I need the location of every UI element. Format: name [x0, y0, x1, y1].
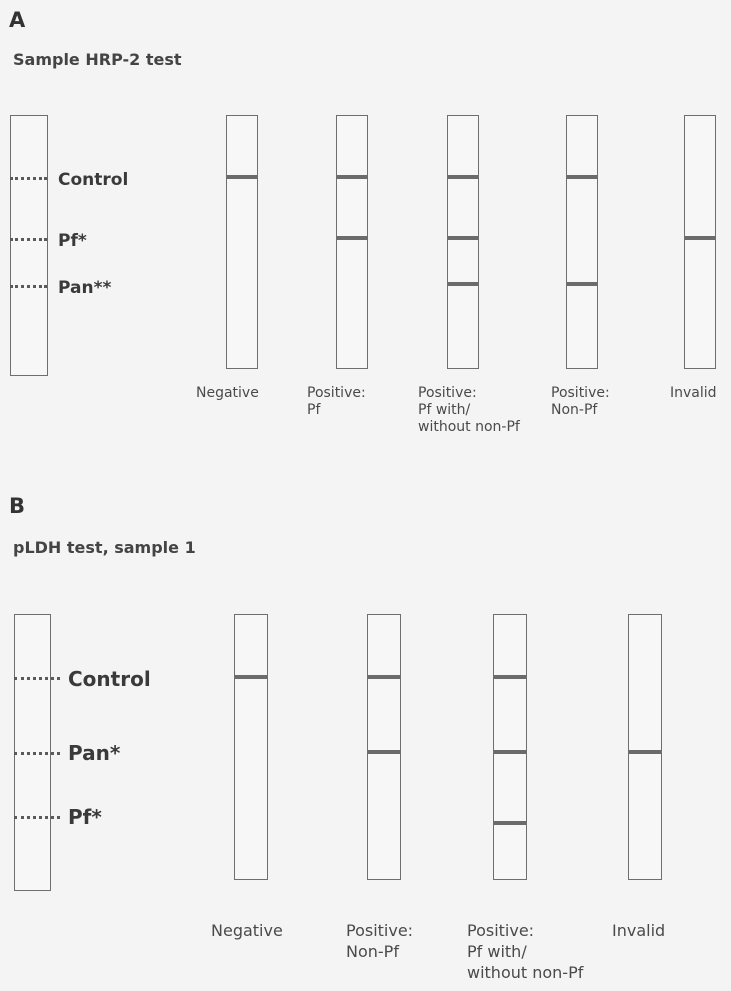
- key-line-label: Pf*: [68, 805, 102, 829]
- key-line-label: Pf*: [58, 231, 87, 251]
- dotted-marker: [10, 177, 47, 180]
- band-pan: [567, 282, 597, 286]
- key-line-label: Pan*: [68, 741, 121, 765]
- key-line-label: Control: [68, 667, 151, 691]
- dotted-marker: [14, 816, 60, 819]
- test-strip: [367, 614, 401, 880]
- test-strip: [336, 115, 368, 369]
- band-pan: [448, 282, 478, 286]
- result-caption: Positive: Non-Pf: [346, 921, 414, 961]
- band-control: [235, 675, 267, 679]
- test-strip: [493, 614, 527, 880]
- band-pan: [494, 750, 526, 754]
- band-control: [227, 175, 257, 179]
- dotted-marker: [14, 752, 60, 755]
- result-caption: Negative: [196, 385, 259, 401]
- panel-title: pLDH test, sample 1: [13, 538, 196, 557]
- test-strip: [684, 115, 716, 369]
- key-line-label: Pan**: [58, 278, 112, 298]
- band-control: [567, 175, 597, 179]
- panel-a: A Sample HRP-2 test Control Pf* Pan** Ne…: [0, 0, 731, 470]
- key-line-label: Control: [58, 170, 129, 190]
- band-control: [494, 675, 526, 679]
- band-control: [448, 175, 478, 179]
- band-control: [368, 675, 400, 679]
- result-caption: Invalid: [612, 921, 666, 940]
- band-pf: [337, 236, 367, 240]
- result-caption: Positive: Pf with/ without non-Pf: [418, 385, 520, 435]
- result-caption: Negative: [211, 921, 283, 940]
- band-pan: [368, 750, 400, 754]
- band-pf: [494, 821, 526, 825]
- panel-b: B pLDH test, sample 1 Control Pan* Pf* N…: [0, 478, 731, 991]
- panel-letter: B: [9, 494, 26, 518]
- dotted-marker: [14, 677, 60, 680]
- key-strip: [10, 115, 48, 376]
- panel-letter: A: [9, 8, 26, 32]
- band-pf: [448, 236, 478, 240]
- dotted-marker: [10, 285, 47, 288]
- test-strip: [447, 115, 479, 369]
- result-caption: Positive: Pf with/ without non-Pf: [467, 921, 584, 982]
- band-pan: [629, 750, 661, 754]
- panel-title: Sample HRP-2 test: [13, 50, 182, 69]
- result-caption: Invalid: [670, 385, 717, 401]
- band-pf: [685, 236, 715, 240]
- result-caption: Positive: Non-Pf: [551, 385, 610, 418]
- test-strip: [234, 614, 268, 880]
- test-strip: [628, 614, 662, 880]
- test-strip: [226, 115, 258, 369]
- dotted-marker: [10, 238, 47, 241]
- band-control: [337, 175, 367, 179]
- result-caption: Positive: Pf: [307, 385, 366, 418]
- test-strip: [566, 115, 598, 369]
